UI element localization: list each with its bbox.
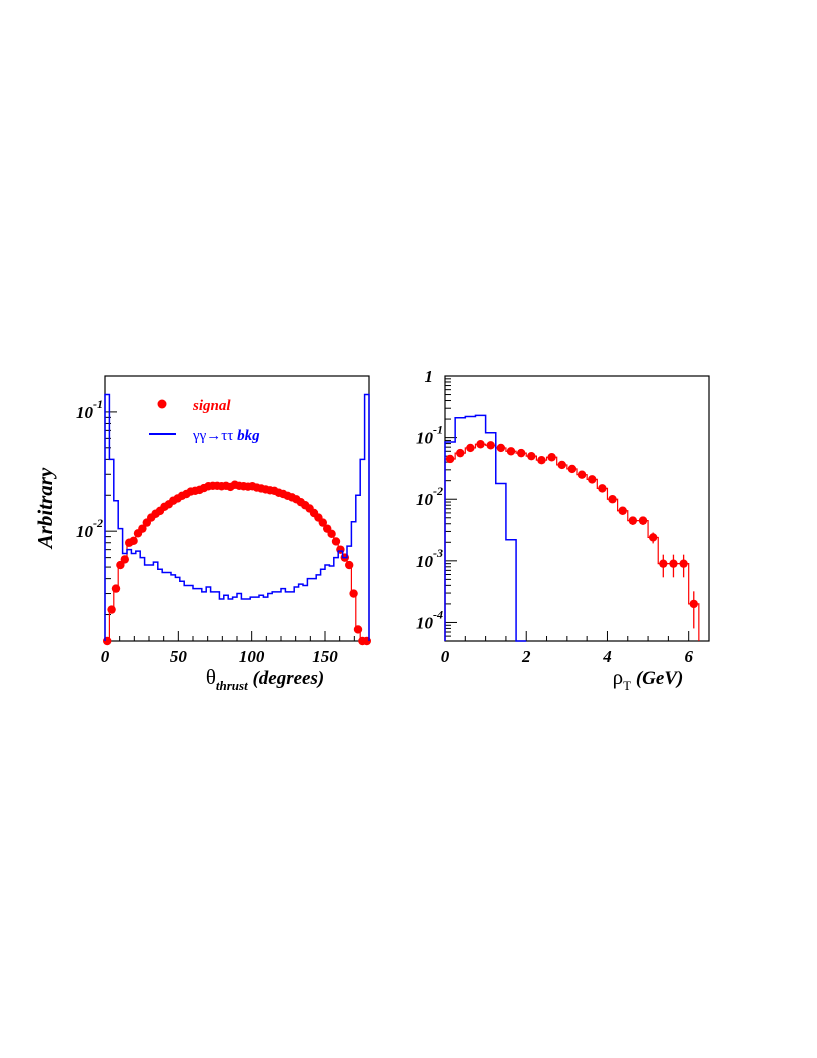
data-point <box>445 454 455 464</box>
x-tick-label: 100 <box>239 647 265 666</box>
data-point <box>466 443 475 453</box>
x-axis-subscript-left: thrust <box>216 678 248 693</box>
legend-bkg-process: γγ→ττ <box>192 428 233 444</box>
y-tick-label: 10-3 <box>416 546 443 571</box>
x-tick-label: 0 <box>101 647 110 666</box>
data-point <box>638 516 648 525</box>
data-layer-right <box>444 414 700 642</box>
x-axis-subscript-right: T <box>623 678 631 693</box>
data-point <box>353 625 363 634</box>
data-point <box>608 495 617 504</box>
rho-t-panel: 0 2 4 6 1 10-1 10-2 10-3 10-4 ρT (GeV) <box>416 367 710 693</box>
y-tick-label: 10-2 <box>416 484 443 509</box>
data-point <box>496 443 506 453</box>
data-point <box>689 599 698 609</box>
x-tick-label: 4 <box>602 647 612 666</box>
plot-frame-left <box>104 375 370 642</box>
x-axis-unit-left: (degrees) <box>252 668 324 689</box>
legend-signal-marker <box>157 399 167 409</box>
y-tick-labels-right: 1 10-1 10-2 10-3 10-4 <box>416 367 443 632</box>
data-point <box>345 560 354 570</box>
data-point <box>138 524 147 533</box>
x-tick-label: 6 <box>684 647 693 666</box>
data-point <box>557 460 566 470</box>
legend-bkg-suffix: bkg <box>237 428 260 444</box>
data-layer-left <box>103 393 371 646</box>
x-tick-label: 150 <box>312 647 338 666</box>
data-point <box>506 447 516 456</box>
y-tick-label: 1 <box>425 367 434 386</box>
tick-marks-right <box>444 375 710 642</box>
y-tick-label: 10-1 <box>76 397 103 422</box>
data-point <box>598 484 607 493</box>
data-point <box>516 448 526 458</box>
x-axis-symbol-left: θ <box>206 665 216 689</box>
data-point <box>537 455 546 465</box>
x-axis-unit-right: (GeV) <box>636 668 683 689</box>
x-tick-labels-left: 0 50 100 150 <box>101 647 339 666</box>
data-point <box>456 448 465 458</box>
theta-thrust-panel: 0 50 100 150 10-1 10-2 Arbitrary θthrust (de… <box>33 375 371 693</box>
bkg-histogram-line <box>444 414 527 642</box>
data-point <box>659 559 668 568</box>
data-point <box>120 555 129 564</box>
data-point <box>107 605 116 614</box>
tick-marks-left <box>104 375 370 641</box>
data-point <box>567 464 577 474</box>
data-point <box>679 559 688 568</box>
data-point <box>669 559 678 568</box>
data-point <box>577 470 587 479</box>
data-point <box>628 516 638 525</box>
y-tick-label: 10-4 <box>416 607 443 632</box>
x-axis-title-right: ρT (GeV) <box>613 665 684 693</box>
y-tick-label: 10-1 <box>416 423 443 448</box>
x-tick-label: 2 <box>521 647 531 666</box>
y-axis-title: Arbitrary <box>33 467 57 550</box>
data-point <box>349 589 358 598</box>
y-tick-label: 10-2 <box>76 516 103 541</box>
x-tick-labels-right: 0 2 4 6 <box>441 647 694 666</box>
data-point <box>527 451 536 461</box>
data-point <box>588 475 597 484</box>
x-axis-title-left: θthrust (degrees) <box>206 665 324 693</box>
data-point <box>129 536 138 546</box>
data-point <box>547 453 556 462</box>
legend-bkg-label: γγ→ττ bkg <box>192 428 260 444</box>
data-point <box>111 584 121 593</box>
legend-signal-label: signal <box>192 398 231 414</box>
data-point <box>116 560 125 570</box>
data-point <box>618 506 627 515</box>
x-tick-label: 50 <box>170 647 188 666</box>
x-axis-symbol-right: ρ <box>613 665 623 689</box>
x-tick-label: 0 <box>441 647 450 666</box>
y-tick-labels-left: 10-1 10-2 <box>76 397 103 541</box>
bkg-histogram-line <box>104 393 370 641</box>
signal-histogram-line <box>444 443 700 641</box>
data-point <box>318 518 327 527</box>
legend: signal γγ→ττ bkg <box>149 398 260 444</box>
data-point <box>476 440 485 449</box>
data-point <box>486 441 495 450</box>
data-point <box>648 533 658 542</box>
data-point <box>331 537 341 546</box>
data-point <box>327 529 336 539</box>
